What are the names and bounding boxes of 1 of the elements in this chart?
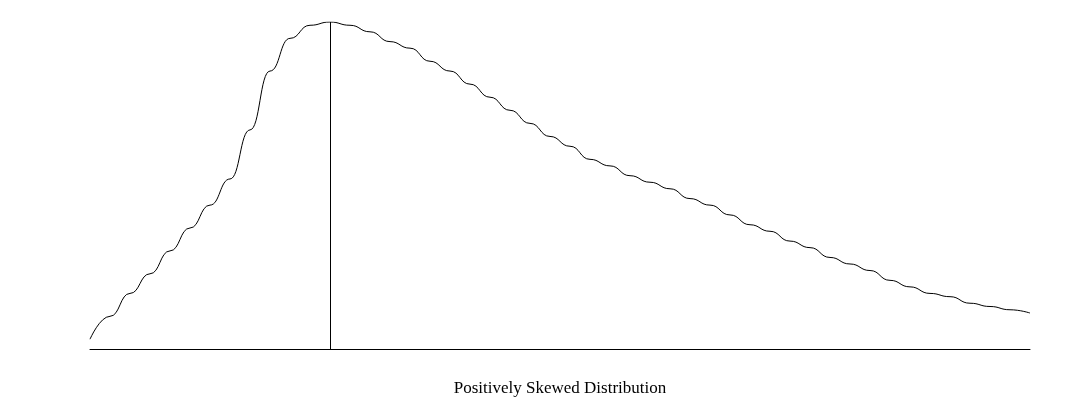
x-axis-title: Positively Skewed Distribution	[453, 378, 667, 397]
